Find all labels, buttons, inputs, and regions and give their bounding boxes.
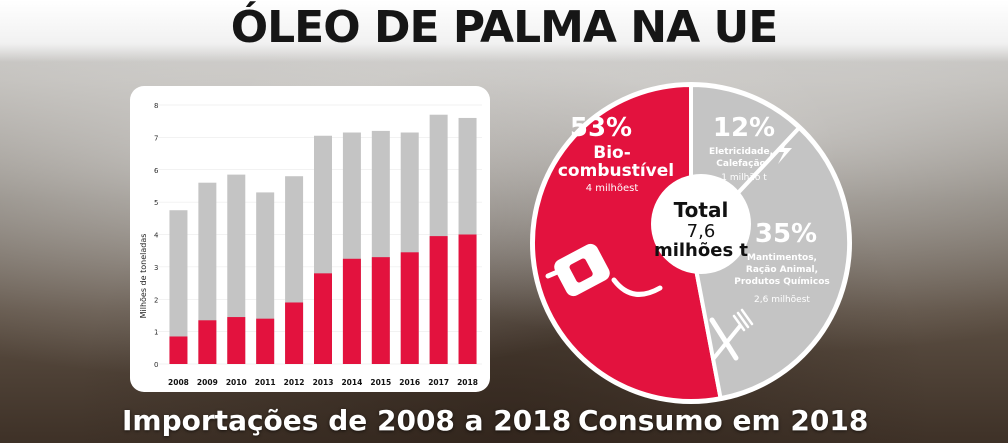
bar-biofuel-2011 bbox=[256, 318, 275, 364]
x-tick-label: 2009 bbox=[197, 378, 218, 387]
bar-chart: Milhões de toneladas 0 1 2 3 4 5 6 7 8 2008 2009 20… bbox=[139, 102, 482, 387]
y-axis-label: Milhões de toneladas bbox=[139, 234, 148, 319]
bar-biofuel-2015 bbox=[371, 257, 390, 364]
bar-biofuel-2010 bbox=[227, 317, 246, 364]
x-tick-label: 2013 bbox=[313, 378, 334, 387]
y-tick-label: 3 bbox=[154, 264, 158, 272]
pie-chart-caption: Consumo em 2018 bbox=[578, 404, 869, 437]
page-title: ÓLEO DE PALMA NA UE bbox=[230, 2, 779, 53]
slice-food-label: Mantimentos, bbox=[747, 253, 817, 263]
slice-biofuel-pct: 53% bbox=[570, 113, 632, 143]
slice-food-label: Ração Animal, bbox=[746, 265, 818, 275]
slice-biofuel-amount: 4 milhõest bbox=[586, 183, 639, 194]
x-tick-label: 2008 bbox=[168, 378, 189, 387]
x-tick-label: 2015 bbox=[370, 378, 391, 387]
center-label-unit: milhões t bbox=[654, 240, 748, 261]
fork-tines bbox=[732, 308, 754, 332]
x-tick-label: 2017 bbox=[428, 378, 449, 387]
slice-electricity-label: Calefação bbox=[716, 159, 765, 169]
bar-biofuel-2008 bbox=[169, 336, 188, 364]
x-tick-label: 2012 bbox=[284, 378, 305, 387]
bar-biofuel-2014 bbox=[342, 258, 361, 364]
pie-slice-0 bbox=[530, 82, 723, 403]
bolt-shape bbox=[776, 138, 792, 164]
bar-chart-card: Milhões de toneladas 0 1 2 3 4 5 6 7 8 2008 2009 20… bbox=[130, 86, 490, 392]
slice-food-pct: 35% bbox=[755, 219, 817, 249]
bar-biofuel-2012 bbox=[285, 302, 304, 364]
y-tick-label: 1 bbox=[154, 329, 158, 337]
x-tick-label: 2018 bbox=[457, 378, 478, 387]
y-tick-label: 7 bbox=[154, 134, 158, 142]
lightning-bolt-icon bbox=[776, 138, 792, 164]
bar-total-2010 bbox=[227, 174, 246, 364]
x-tick-label: 2014 bbox=[341, 378, 362, 387]
knife-blade bbox=[709, 317, 739, 361]
pie-slice-2 bbox=[688, 124, 852, 401]
bar-biofuel-2016 bbox=[400, 252, 419, 364]
slice-food-label: Produtos Químicos bbox=[734, 277, 830, 287]
bar-biofuel-2017 bbox=[429, 236, 448, 364]
title-band bbox=[0, 0, 1008, 62]
y-tick-label: 6 bbox=[154, 167, 159, 175]
y-tick-label: 2 bbox=[154, 296, 158, 304]
bar-total-2008 bbox=[169, 210, 188, 364]
slice-electricity-pct: 12% bbox=[713, 113, 775, 143]
y-tick-label: 8 bbox=[154, 102, 158, 110]
y-tick-label: 5 bbox=[154, 199, 158, 207]
bar-biofuel-2013 bbox=[314, 273, 332, 364]
x-tick-label: 2010 bbox=[226, 378, 247, 387]
fork-handle bbox=[712, 324, 742, 360]
center-label-total: Total bbox=[674, 198, 729, 222]
slice-food-amount: 2,6 milhõest bbox=[754, 295, 810, 305]
y-tick-label: 4 bbox=[154, 232, 159, 240]
pie-center-disc bbox=[651, 174, 751, 274]
x-tick-label: 2011 bbox=[255, 378, 276, 387]
center-label-value: 7,6 bbox=[687, 221, 716, 242]
pump-hose bbox=[611, 277, 663, 297]
bar-chart-caption: Importações de 2008 a 2018 bbox=[122, 404, 572, 437]
fork-knife-icon bbox=[709, 308, 754, 361]
x-tick-label: 2016 bbox=[399, 378, 420, 387]
pump-window bbox=[569, 258, 593, 283]
y-tick-label: 0 bbox=[154, 361, 158, 369]
slice-biofuel-label: Bio- bbox=[593, 143, 631, 163]
bar-total-2009 bbox=[198, 182, 217, 364]
slice-electricity-amount: 1 milhão t bbox=[721, 173, 767, 183]
slice-biofuel-label: combustível bbox=[558, 161, 674, 181]
bar-biofuel-2009 bbox=[198, 320, 217, 364]
pump-nozzle bbox=[545, 267, 565, 279]
fuel-pump-icon bbox=[545, 243, 663, 297]
bar-biofuel-2018 bbox=[458, 234, 477, 364]
slice-electricity-label: Eletricidade, bbox=[709, 147, 773, 157]
